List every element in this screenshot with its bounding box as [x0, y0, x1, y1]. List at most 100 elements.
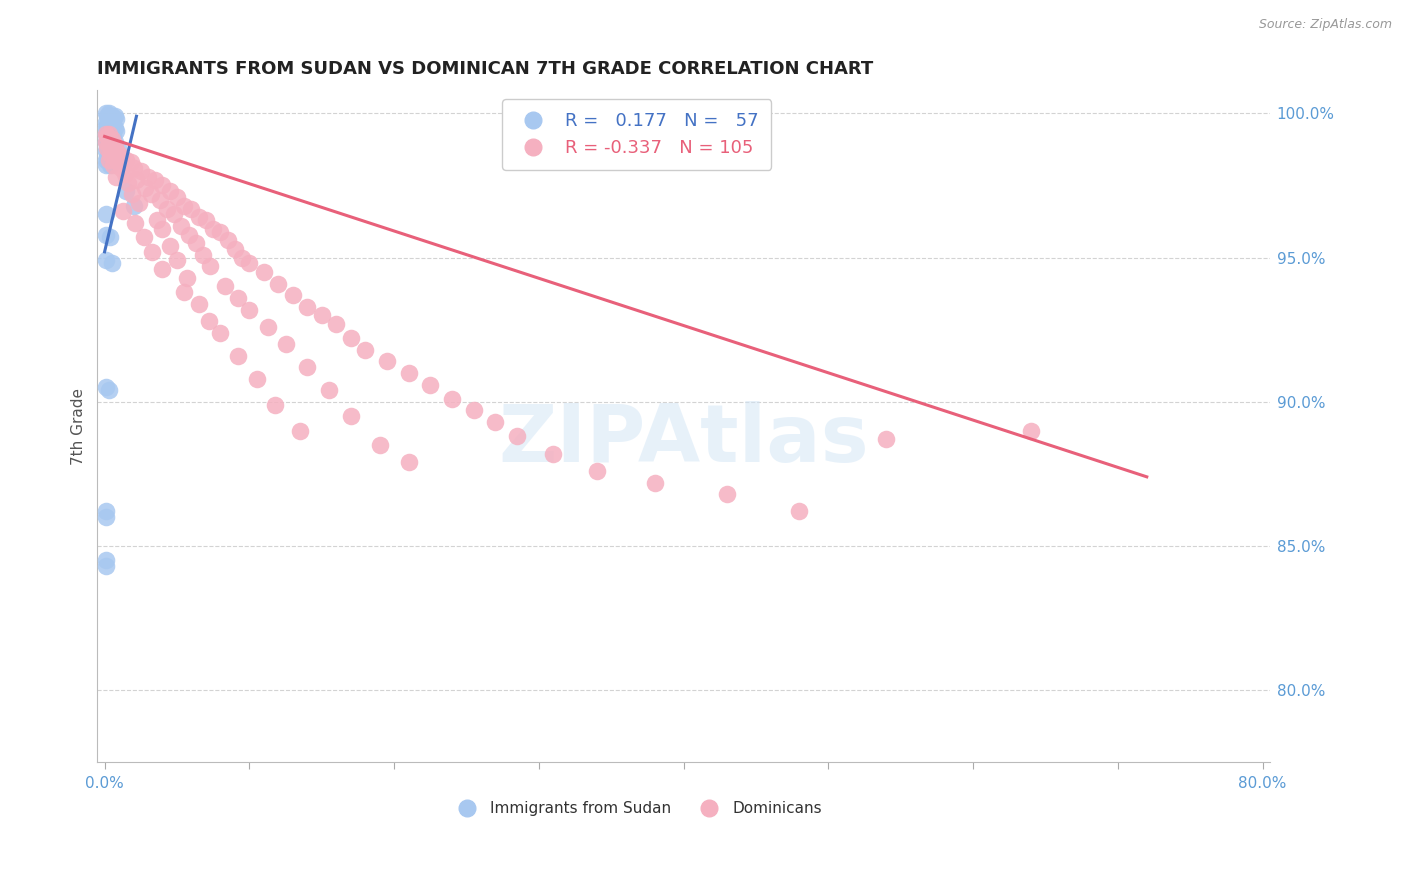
Point — [194, 213, 217, 227]
Text: ZIPAtlas: ZIPAtlas — [498, 401, 869, 479]
Point — [139, 187, 162, 202]
Point — [94, 559, 117, 574]
Point — [117, 176, 139, 190]
Text: Source: ZipAtlas.com: Source: ZipAtlas.com — [1258, 18, 1392, 31]
Point — [170, 219, 193, 233]
Point — [97, 153, 120, 167]
Point — [94, 227, 117, 242]
Point — [97, 129, 120, 144]
Point — [214, 279, 236, 293]
Point — [484, 415, 506, 429]
Point — [94, 504, 117, 518]
Point — [100, 144, 122, 158]
Point — [297, 300, 319, 314]
Point — [184, 236, 207, 251]
Point — [311, 308, 333, 322]
Point — [107, 141, 129, 155]
Point — [257, 319, 280, 334]
Text: IMMIGRANTS FROM SUDAN VS DOMINICAN 7TH GRADE CORRELATION CHART: IMMIGRANTS FROM SUDAN VS DOMINICAN 7TH G… — [97, 60, 873, 78]
Point — [103, 118, 125, 132]
Point — [101, 109, 124, 123]
Point — [506, 429, 529, 443]
Point — [1019, 424, 1042, 438]
Point — [97, 120, 120, 135]
Point — [115, 184, 138, 198]
Point — [108, 146, 131, 161]
Point — [191, 248, 214, 262]
Point — [180, 202, 202, 216]
Point — [136, 169, 159, 184]
Point — [202, 221, 225, 235]
Point — [209, 326, 232, 340]
Point — [325, 317, 347, 331]
Point — [152, 221, 174, 235]
Point — [103, 158, 125, 172]
Point — [104, 138, 127, 153]
Point — [100, 118, 122, 132]
Point — [94, 158, 117, 172]
Point — [173, 199, 195, 213]
Point — [96, 118, 118, 132]
Point — [121, 187, 143, 202]
Point — [115, 153, 138, 167]
Point — [354, 343, 377, 357]
Legend: Immigrants from Sudan, Dominicans: Immigrants from Sudan, Dominicans — [446, 795, 828, 822]
Point — [96, 123, 118, 137]
Point — [100, 123, 122, 137]
Point — [101, 132, 124, 146]
Point — [163, 207, 186, 221]
Point — [94, 115, 117, 129]
Y-axis label: 7th Grade: 7th Grade — [72, 388, 86, 465]
Point — [103, 112, 125, 127]
Point — [94, 510, 117, 524]
Point — [226, 291, 249, 305]
Point — [198, 314, 221, 328]
Point — [94, 253, 117, 268]
Point — [100, 146, 122, 161]
Point — [224, 242, 246, 256]
Point — [122, 199, 145, 213]
Point — [200, 259, 222, 273]
Point — [440, 392, 463, 406]
Point — [209, 225, 232, 239]
Point — [122, 161, 145, 176]
Point — [644, 475, 666, 490]
Point — [94, 106, 117, 120]
Point — [176, 270, 198, 285]
Point — [103, 129, 125, 144]
Point — [187, 297, 209, 311]
Point — [110, 161, 132, 176]
Point — [94, 153, 117, 167]
Point — [101, 150, 124, 164]
Point — [94, 135, 117, 149]
Point — [245, 372, 267, 386]
Point — [94, 120, 117, 135]
Point — [101, 144, 124, 158]
Point — [398, 455, 420, 469]
Point — [104, 150, 127, 164]
Point — [152, 178, 174, 193]
Point — [94, 553, 117, 567]
Point — [103, 141, 125, 155]
Point — [226, 349, 249, 363]
Point — [100, 158, 122, 172]
Point — [114, 167, 136, 181]
Point — [97, 127, 120, 141]
Point — [159, 184, 181, 198]
Point — [173, 285, 195, 300]
Point — [101, 115, 124, 129]
Point — [96, 150, 118, 164]
Point — [104, 135, 127, 149]
Point — [238, 256, 260, 270]
Point — [105, 123, 128, 137]
Point — [94, 127, 117, 141]
Point — [297, 360, 319, 375]
Point — [103, 144, 125, 158]
Point — [177, 227, 200, 242]
Point — [97, 138, 120, 153]
Point — [107, 155, 129, 169]
Point — [463, 403, 485, 417]
Point — [419, 377, 441, 392]
Point — [100, 132, 122, 146]
Point — [111, 150, 134, 164]
